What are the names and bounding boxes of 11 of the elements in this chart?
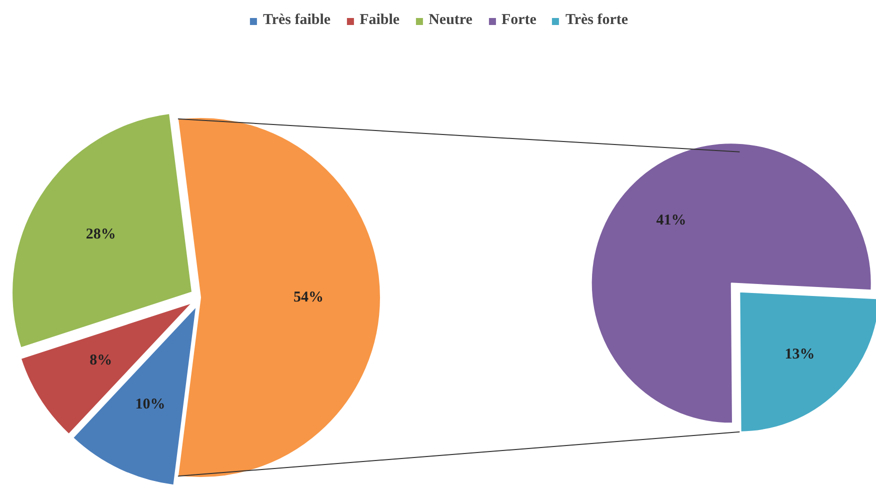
legend-label: Très forte — [565, 12, 628, 29]
data-label: 10% — [135, 396, 166, 412]
legend-label: Faible — [360, 12, 400, 29]
legend-label: Forte — [501, 12, 536, 29]
data-label: 41% — [656, 212, 686, 229]
data-label: 13% — [784, 346, 815, 362]
data-label: 54% — [294, 290, 324, 306]
legend-label: Très faible — [262, 12, 331, 29]
data-label: 28% — [86, 226, 116, 242]
data-label: 8% — [90, 352, 112, 369]
legend-label: Neutre — [428, 12, 472, 29]
